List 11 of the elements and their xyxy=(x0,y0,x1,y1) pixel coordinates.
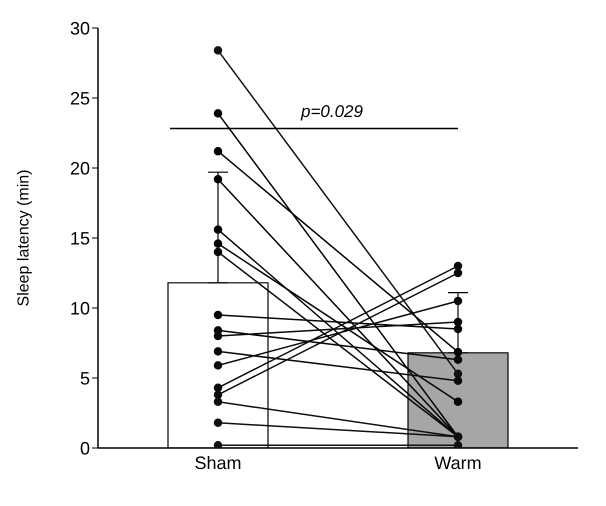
x-tick-label: Warm xyxy=(434,452,482,473)
y-tick-label: 0 xyxy=(80,438,90,458)
y-tick-label: 5 xyxy=(80,368,90,388)
y-axis-title: Sleep latency (min) xyxy=(16,170,33,306)
y-tick-label: 25 xyxy=(70,88,90,108)
y-tick-label: 30 xyxy=(70,18,90,38)
y-tick-label: 10 xyxy=(70,298,90,318)
annotation: p=0.029 xyxy=(300,102,364,122)
x-tick-label: Sham xyxy=(194,452,242,473)
y-tick-label: 20 xyxy=(70,158,90,178)
y-tick-label: 15 xyxy=(70,228,90,248)
